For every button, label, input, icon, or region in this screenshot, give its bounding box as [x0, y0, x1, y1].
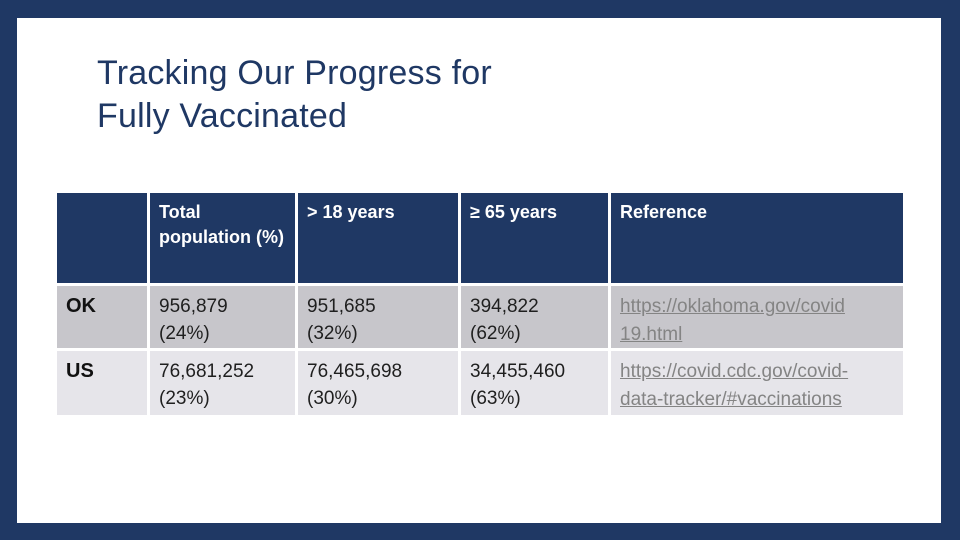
vaccination-table: Total population (%) > 18 years ≥ 65 yea…: [57, 193, 903, 415]
row-label-us: US: [57, 351, 147, 415]
cell-value: 956,879: [159, 296, 228, 317]
header-cell-total-population: Total population (%): [150, 193, 295, 283]
cell-percent: (63%): [470, 388, 521, 409]
cell-us-reference: https://covid.cdc.gov/covid- data-tracke…: [611, 351, 903, 415]
slide-title: Tracking Our Progress for Fully Vaccinat…: [97, 52, 492, 138]
cell-value: 951,685: [307, 296, 376, 317]
cell-ok-over-18: 951,685 (32%): [298, 286, 458, 348]
cell-percent: (23%): [159, 388, 210, 409]
cell-percent: (32%): [307, 323, 358, 344]
cell-value: 76,465,698: [307, 361, 403, 382]
cell-value: 394,822: [470, 296, 539, 317]
cell-percent: (62%): [470, 323, 521, 344]
cell-ok-over-65: 394,822 (62%): [461, 286, 608, 348]
cell-value: 76,681,252: [159, 361, 255, 382]
header-cell-over-18: > 18 years: [298, 193, 458, 283]
link-line-1: https://covid.cdc.gov/covid-: [620, 361, 849, 382]
header-cell-reference: Reference: [611, 193, 903, 283]
header-cell-over-65: ≥ 65 years: [461, 193, 608, 283]
cell-percent: (30%): [307, 388, 358, 409]
cell-us-over-65: 34,455,460 (63%): [461, 351, 608, 415]
link-line-2: data-tracker/#vaccinations: [620, 389, 842, 410]
cell-ok-total-population: 956,879 (24%): [150, 286, 295, 348]
slide-title-line-2: Fully Vaccinated: [97, 97, 348, 135]
cell-us-over-18: 76,465,698 (30%): [298, 351, 458, 415]
link-line-1: https://oklahoma.gov/covid: [620, 296, 845, 317]
cell-value: 34,455,460: [470, 361, 566, 382]
cdc-covid-data-tracker-link[interactable]: https://covid.cdc.gov/covid- data-tracke…: [620, 358, 894, 414]
row-label-ok: OK: [57, 286, 147, 348]
cell-ok-reference: https://oklahoma.gov/covid 19.html: [611, 286, 903, 348]
header-cell-empty: [57, 193, 147, 283]
cell-us-total-population: 76,681,252 (23%): [150, 351, 295, 415]
cell-percent: (24%): [159, 323, 210, 344]
slide-title-line-1: Tracking Our Progress for: [97, 54, 492, 92]
oklahoma-covid-link[interactable]: https://oklahoma.gov/covid 19.html: [620, 293, 894, 348]
link-line-2: 19.html: [620, 324, 683, 345]
